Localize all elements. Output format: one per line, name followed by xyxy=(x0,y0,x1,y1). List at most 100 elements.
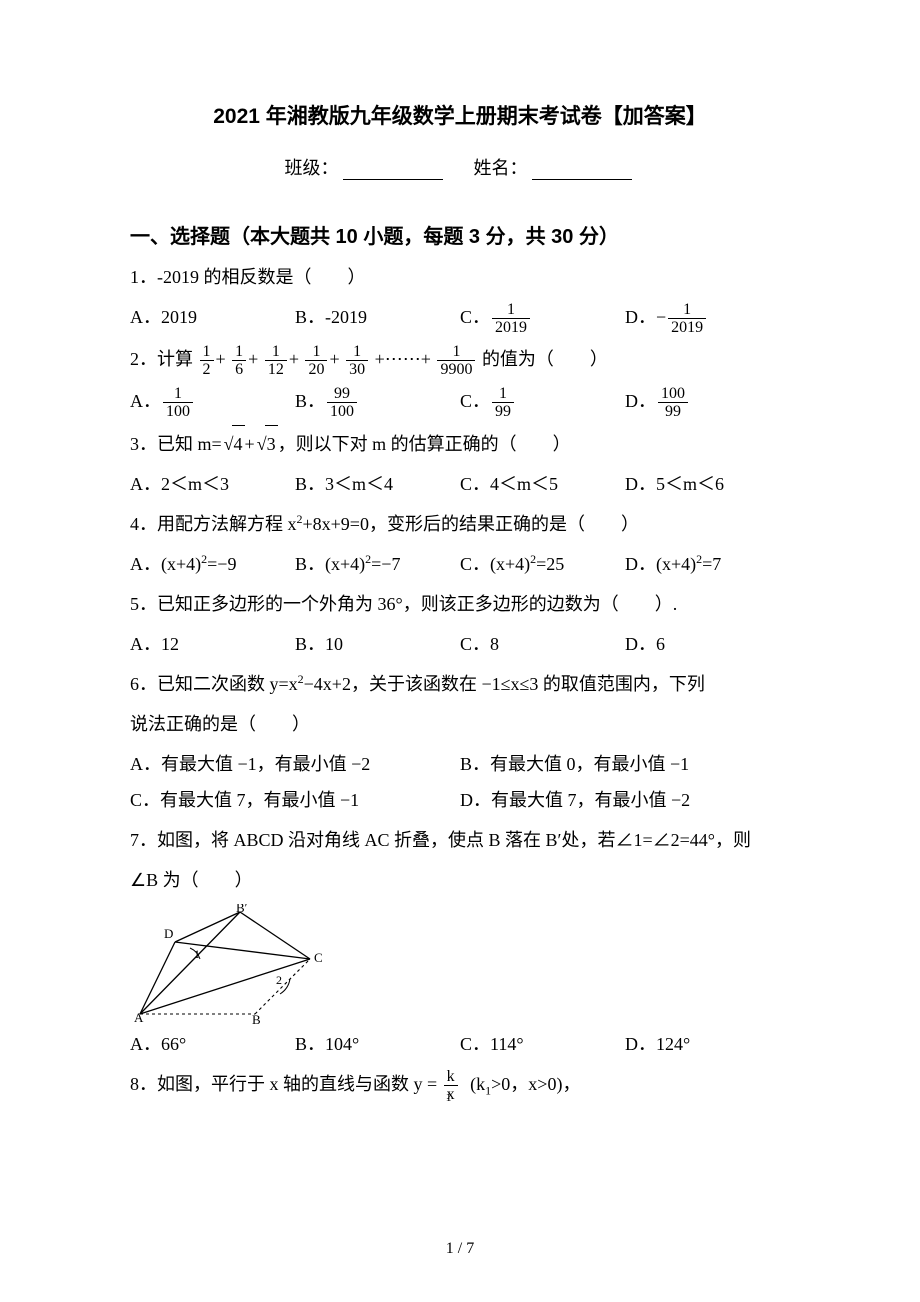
q2-opt-b: B．99100 xyxy=(295,383,460,421)
q4-d-base: (x+4) xyxy=(656,554,696,574)
question-2: 2．计算 12+ 16+ 112+ 120+ 130 +⋯⋯+ 19900 的值… xyxy=(130,341,790,379)
q8-sub: 1 xyxy=(446,1090,452,1104)
question-7-options: A．66° B．104° C．114° D．124° xyxy=(130,1026,790,1062)
q1-stem-pre: 1．-2019 的相反数是（ xyxy=(130,267,312,287)
q6-opt-a: A．有最大值 −1，有最小值 −2 xyxy=(130,746,460,782)
q2-b-frac: 99100 xyxy=(327,385,357,421)
q7-lbl-D: D xyxy=(164,926,173,941)
q4-s3: +8x+9=0，变形后的结果正确的是（ ） xyxy=(303,514,639,534)
q2-stem-pre: 2．计算 xyxy=(130,349,193,369)
q4-opt-d: D．(x+4)2=7 xyxy=(625,546,790,582)
question-4-options: A．(x+4)2=−9 B．(x+4)2=−7 C．(x+4)2=25 D．(x… xyxy=(130,546,790,582)
q2-d-pre: D． xyxy=(625,391,656,411)
q2-last: 19900 xyxy=(437,343,475,379)
q2-c-pre: C． xyxy=(460,391,490,411)
q2-t3d: 12 xyxy=(265,361,287,379)
q7-lbl-B: B xyxy=(252,1012,261,1024)
q4-c-rhs: =25 xyxy=(536,554,564,574)
name-label: 姓名： xyxy=(474,158,528,178)
class-blank xyxy=(343,162,443,180)
q7-figure: A B C D B′ 1 2 xyxy=(130,904,790,1024)
q2-t4: 120 xyxy=(305,343,327,379)
q2-a-frac: 1100 xyxy=(163,385,193,421)
q2-t2n: 1 xyxy=(232,343,246,362)
question-2-options: A．1100 B．99100 C．199 D．10099 xyxy=(130,383,790,421)
q3-stem-post: ，则以下对 m 的估算正确的（ ） xyxy=(278,434,571,454)
question-7: 7．如图，将 ABCD 沿对角线 AC 折叠，使点 B 落在 B′处，若∠1=∠… xyxy=(130,822,790,858)
q3-sqrt3: 3 xyxy=(255,425,278,462)
q4-opt-c: C．(x+4)2=25 xyxy=(460,546,625,582)
q2-opt-c: C．199 xyxy=(460,383,625,421)
q2-t2: 16 xyxy=(232,343,246,379)
q3-sqrt4: 4 xyxy=(222,425,245,462)
question-5: 5．已知正多边形的一个外角为 36°，则该正多边形的边数为（ ）. xyxy=(130,586,790,622)
q6-opt-c: C．有最大值 7，有最小值 −1 xyxy=(130,782,460,818)
question-5-options: A．12 B．10 C．8 D．6 xyxy=(130,626,790,662)
q8-s2: (k xyxy=(470,1074,485,1094)
q2-b-den: 100 xyxy=(327,403,357,421)
q4-b-pre: B． xyxy=(295,554,325,574)
q6-s1: 6．已知二次函数 y=x xyxy=(130,674,298,694)
question-4: 4．用配方法解方程 x2+8x+9=0，变形后的结果正确的是（ ） xyxy=(130,506,790,542)
q4-opt-b: B．(x+4)2=−7 xyxy=(295,546,460,582)
q2-b-pre: B． xyxy=(295,391,325,411)
q4-opt-a: A．(x+4)2=−9 xyxy=(130,546,295,582)
q2-a-pre: A． xyxy=(130,391,161,411)
q2-ld: 9900 xyxy=(437,361,475,379)
q3-opt-c: C．4＜m＜5 xyxy=(460,466,625,502)
q3-opt-d: D．5＜m＜6 xyxy=(625,466,790,502)
page-footer: 1 / 7 xyxy=(0,1240,920,1258)
q5-opt-d: D．6 xyxy=(625,626,790,662)
class-label: 班级： xyxy=(285,158,339,178)
q7-opt-d: D．124° xyxy=(625,1026,790,1062)
q1-d-den: 2019 xyxy=(668,319,706,337)
q1-c-frac: 12019 xyxy=(492,301,530,337)
exam-page: 2021 年湘教版九年级数学上册期末考试卷【加答案】 班级： 姓名： 一、选择题… xyxy=(0,0,920,1302)
q2-a-num: 1 xyxy=(163,385,193,404)
q3-opt-a: A．2＜m＜3 xyxy=(130,466,295,502)
q1-d-num: 1 xyxy=(668,301,706,320)
q4-c-pre: C． xyxy=(460,554,490,574)
q7-lbl-Bp: B′ xyxy=(236,904,248,915)
question-6-line2: 说法正确的是（ ） xyxy=(130,706,790,742)
q1-c-num: 1 xyxy=(492,301,530,320)
q1-opt-c: C．12019 xyxy=(460,299,625,337)
q1-d-pre: D． xyxy=(625,307,656,327)
q2-t3n: 1 xyxy=(265,343,287,362)
q4-a-pre: A． xyxy=(130,554,161,574)
q5-opt-b: B．10 xyxy=(295,626,460,662)
q6-s2: −4x+2，关于该函数在 −1≤x≤3 的取值范围内，下列 xyxy=(304,674,705,694)
q1-stem-post: ） xyxy=(348,267,366,287)
q1-c-den: 2019 xyxy=(492,319,530,337)
q2-t1: 12 xyxy=(200,343,214,379)
q3-rad2: 3 xyxy=(265,425,278,462)
question-6-options: A．有最大值 −1，有最小值 −2 B．有最大值 0，有最小值 −1 C．有最大… xyxy=(130,746,790,818)
section-1-heading: 一、选择题（本大题共 10 小题，每题 3 分，共 30 分） xyxy=(130,220,790,249)
q7-svg: A B C D B′ 1 2 xyxy=(130,904,330,1024)
question-3: 3．已知 m= 4+3，则以下对 m 的估算正确的（ ） xyxy=(130,425,790,462)
q8-s3: >0，x>0)， xyxy=(491,1074,580,1094)
name-blank xyxy=(532,162,632,180)
question-7-line2: ∠B 为（ ） xyxy=(130,862,790,898)
q6-opt-d: D．有最大值 7，有最小值 −2 xyxy=(460,782,790,818)
q1-c-pre: C． xyxy=(460,307,490,327)
q7-opt-c: C．114° xyxy=(460,1026,625,1062)
q7-lbl-2: 2 xyxy=(276,973,282,987)
q4-a-base: (x+4) xyxy=(161,554,201,574)
q4-s1: 4．用配方法解方程 x xyxy=(130,514,297,534)
q2-t3: 112 xyxy=(265,343,287,379)
q2-d-num: 100 xyxy=(658,385,688,404)
q2-t2d: 6 xyxy=(232,361,246,379)
question-1: 1．-2019 的相反数是（ ） xyxy=(130,259,790,295)
q7-lbl-C: C xyxy=(314,950,323,965)
q2-t1d: 2 xyxy=(200,361,214,379)
q2-d-den: 99 xyxy=(658,403,688,421)
q4-d-rhs: =7 xyxy=(702,554,721,574)
q3-plus: + xyxy=(245,434,255,454)
q2-a-den: 100 xyxy=(163,403,193,421)
q3-stem-pre: 3．已知 m= xyxy=(130,434,222,454)
q2-dots: +⋯⋯+ xyxy=(375,349,431,369)
q3-rad1: 4 xyxy=(232,425,245,462)
q2-t5n: 1 xyxy=(346,343,368,362)
q8-num: k xyxy=(444,1068,458,1087)
